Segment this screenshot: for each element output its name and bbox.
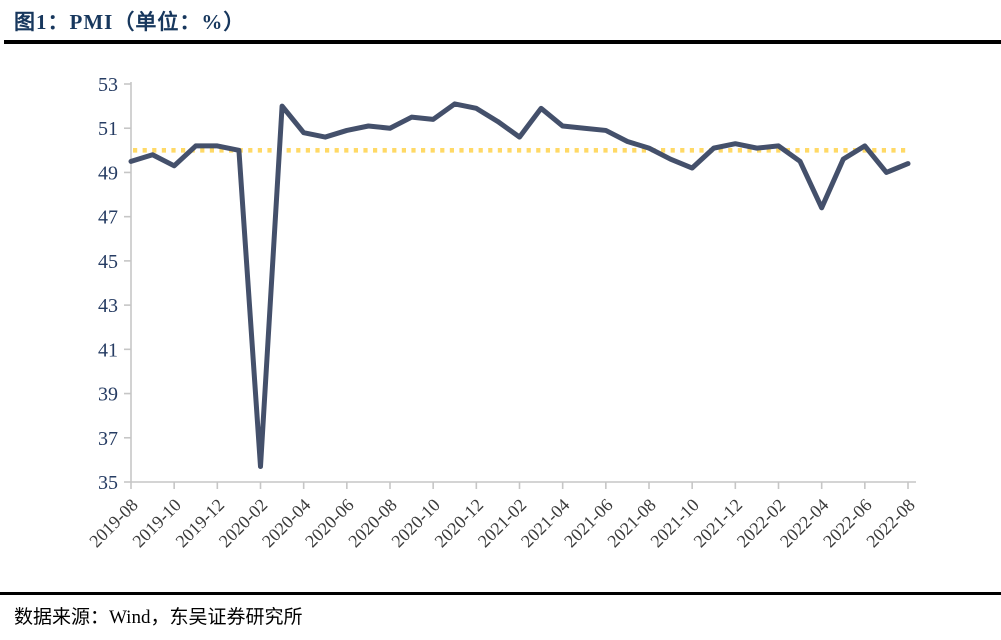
y-axis-tick-label: 47 [98,207,118,229]
y-axis-tick-label: 39 [98,384,118,406]
figure-title: 图1：PMI（单位：%） [14,10,246,34]
y-axis-tick-label: 45 [98,251,118,273]
footer-separator-line [0,592,1001,595]
y-axis-tick-label: 41 [98,339,118,361]
pmi-series-line [128,101,911,470]
y-axis-tick-label: 35 [98,472,118,494]
y-axis-tick-label: 53 [98,74,118,96]
data-source-text: 数据来源：Wind，东吴证券研究所 [14,607,303,628]
y-axis-tick-label: 43 [98,295,118,317]
y-axis-tick-label: 51 [98,118,118,140]
y-axis-tick-label: 37 [98,428,118,450]
y-axis-tick-label: 49 [98,162,118,184]
title-separator-line [4,40,1001,44]
x-axis-tick-label: 2022-08 [862,495,919,552]
